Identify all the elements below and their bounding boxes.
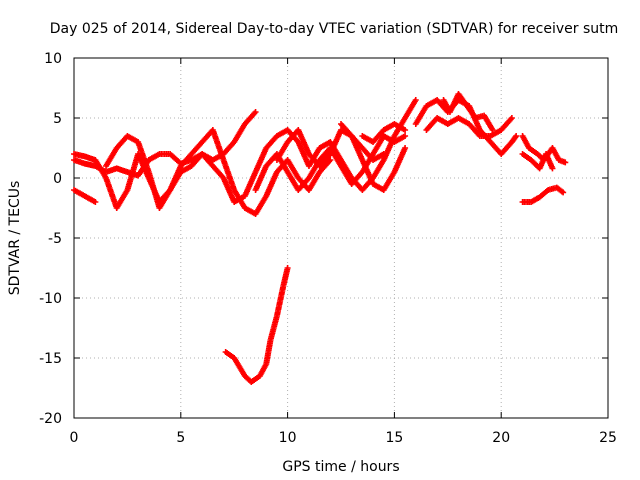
data-point	[508, 115, 515, 121]
x-tick-label: 15	[385, 430, 403, 446]
data-series	[71, 91, 569, 385]
series-trace-9	[222, 265, 291, 385]
data-point	[489, 127, 496, 133]
series-trace-8	[359, 121, 409, 145]
y-tick-label: -20	[39, 411, 62, 427]
data-point	[562, 159, 569, 166]
data-point	[252, 109, 259, 115]
series-trace-12	[440, 91, 496, 133]
data-point	[284, 265, 291, 271]
series-trace-7	[338, 121, 387, 163]
series-trace-11	[423, 115, 515, 139]
series-trace-3	[71, 187, 99, 205]
x-tick-label: 5	[176, 430, 185, 446]
data-point	[402, 145, 409, 151]
data-point	[412, 97, 419, 103]
series-trace-15	[519, 184, 567, 205]
grid-lines	[74, 58, 608, 418]
y-tick-label: -5	[48, 231, 62, 247]
x-axis-label: GPS time / hours	[282, 459, 399, 475]
axis-ticks: 0 5 10 15 20 25 -20 -15 -10 -5 0 5 10	[39, 51, 617, 446]
data-point	[92, 199, 99, 205]
y-axis-label: SDTVAR / TECUs	[7, 181, 23, 296]
x-tick-label: 25	[599, 430, 617, 446]
y-tick-label: 0	[53, 171, 62, 187]
data-point	[402, 133, 409, 139]
y-tick-label: -15	[39, 351, 62, 367]
y-tick-label: -10	[39, 291, 62, 307]
data-point	[380, 151, 387, 157]
chart-title: Day 025 of 2014, Sidereal Day-to-day VTE…	[50, 21, 619, 37]
x-tick-label: 0	[70, 430, 79, 446]
data-point	[549, 165, 556, 172]
y-tick-label: 10	[44, 51, 62, 67]
x-tick-label: 20	[492, 430, 510, 446]
data-point	[513, 133, 520, 139]
data-point	[402, 127, 409, 133]
series-trace-6	[273, 127, 409, 193]
y-tick-label: 5	[53, 111, 62, 127]
data-point	[560, 189, 567, 196]
x-tick-label: 10	[279, 430, 297, 446]
series-trace-14	[519, 151, 556, 172]
